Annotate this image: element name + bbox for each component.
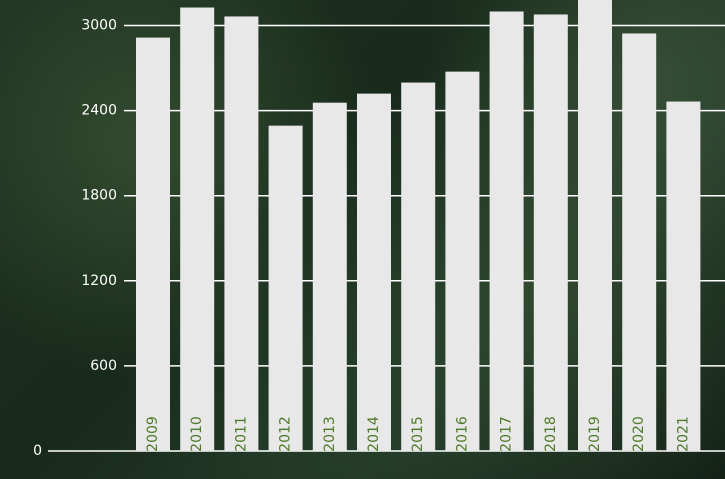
bar [401, 82, 436, 452]
y-tick-label: 3000 [81, 18, 117, 34]
x-tick-label: 2009 [145, 416, 161, 452]
bar [622, 33, 657, 452]
x-tick-label: 2011 [233, 416, 249, 452]
x-tick-label: 2020 [631, 416, 647, 452]
x-tick-label: 2019 [587, 416, 603, 452]
x-tick-label: 2018 [543, 416, 559, 452]
y-tick-label: 600 [90, 358, 117, 374]
x-tick-label: 2016 [454, 416, 470, 452]
x-tick-label: 2015 [410, 416, 426, 452]
bar [578, 0, 612, 452]
x-tick-label: 2021 [675, 416, 691, 452]
bar [268, 125, 303, 451]
y-tick-label: 1800 [81, 188, 117, 204]
x-tick-label: 2010 [189, 416, 205, 452]
bar [489, 11, 524, 452]
bar [136, 37, 170, 451]
bar [180, 7, 215, 452]
x-tick-label: 2017 [499, 416, 515, 452]
y-tick-label: 2400 [81, 103, 117, 119]
y-tick-label: 1200 [81, 273, 117, 289]
bar [666, 101, 701, 452]
bar [224, 16, 259, 452]
x-tick-label: 2013 [322, 416, 338, 452]
bar [357, 93, 391, 452]
bar [312, 102, 347, 451]
x-tick-label: 2012 [278, 416, 294, 452]
bar [445, 71, 480, 452]
x-tick-label: 2014 [366, 416, 382, 452]
bar [533, 14, 568, 452]
y-tick-label: 0 [33, 443, 42, 459]
